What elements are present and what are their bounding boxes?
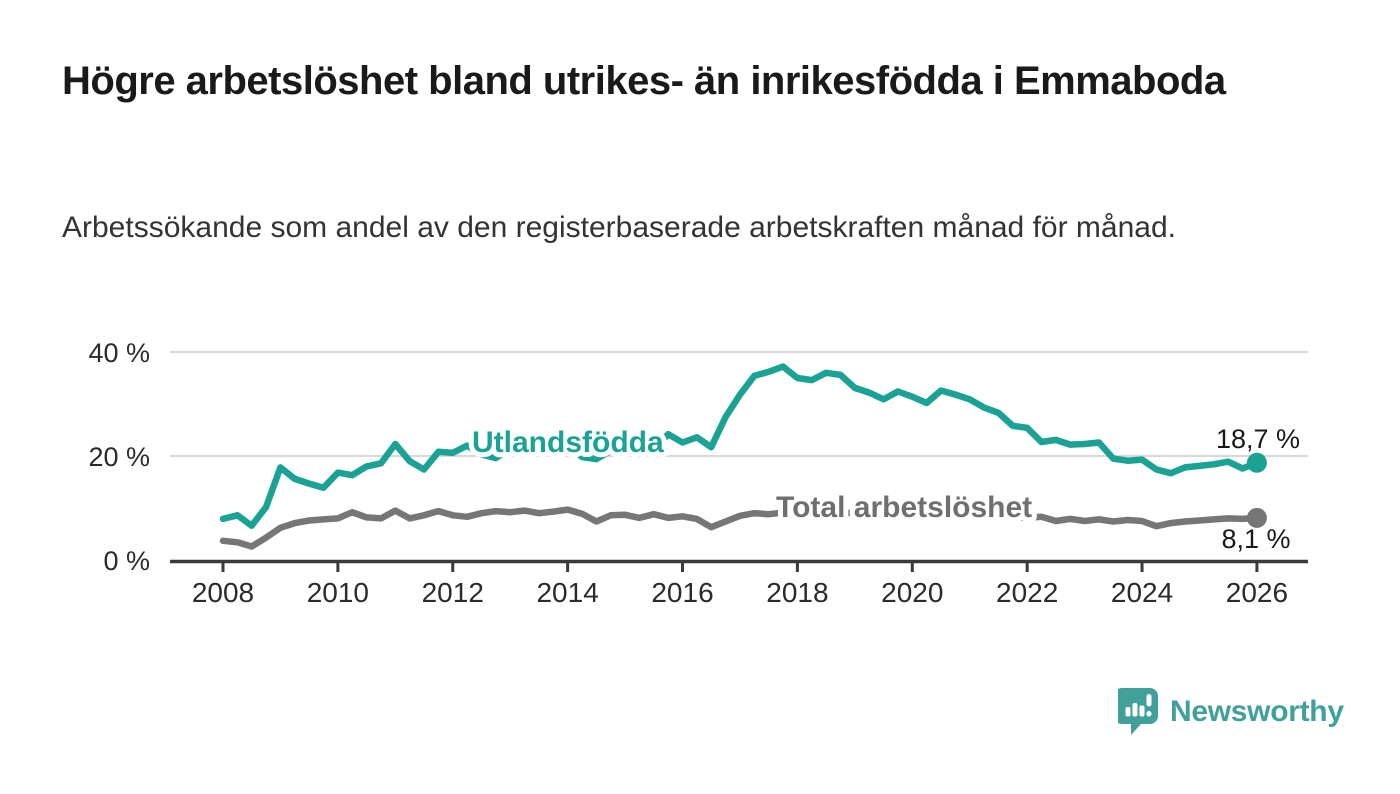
series-end-dot-utlandsfodda (1246, 452, 1267, 473)
newsworthy-logo-icon (1118, 688, 1158, 735)
page-subtitle: Arbetssökande som andel av den registerb… (62, 211, 1176, 244)
brand-footer: Newsworthy (1118, 688, 1344, 735)
y-axis-label: 40 % (88, 338, 150, 368)
end-value-label-total-arbetsloshet: 8,1 % (1221, 524, 1290, 554)
end-value-label-utlandsfodda: 18,7 % (1216, 424, 1300, 454)
brand-name: Newsworthy (1170, 694, 1344, 728)
x-axis-label: 2022 (996, 577, 1058, 608)
x-axis-label: 2014 (536, 577, 598, 608)
series-line-utlandsfodda (219, 363, 1261, 529)
y-axis-label: 20 % (88, 442, 150, 472)
page-title: Högre arbetslöshet bland utrikes- än inr… (62, 59, 1226, 103)
x-axis-label: 2026 (1226, 577, 1288, 608)
series-label-utlandsfodda: Utlandsfödda (472, 426, 664, 459)
x-axis-label: 2012 (422, 577, 484, 608)
y-axis-label: 0 % (103, 546, 150, 576)
x-axis-label: 2016 (651, 577, 713, 608)
x-axis-label: 2024 (1111, 577, 1173, 608)
x-axis-label: 2020 (881, 577, 943, 608)
line-chart: 0 % 20 % 40 % 2008 2010 2012 2014 2016 2018 2020 2… (88, 338, 1308, 608)
series-line-total-arbetsloshet (219, 506, 1261, 550)
x-axis-label: 2008 (192, 577, 254, 608)
series-end-dot-total-arbetsloshet (1246, 507, 1267, 528)
x-axis-label: 2010 (307, 577, 369, 608)
x-axis-label: 2018 (766, 577, 828, 608)
series-label-total-arbetsloshet: Total arbetslöshet (776, 491, 1032, 524)
